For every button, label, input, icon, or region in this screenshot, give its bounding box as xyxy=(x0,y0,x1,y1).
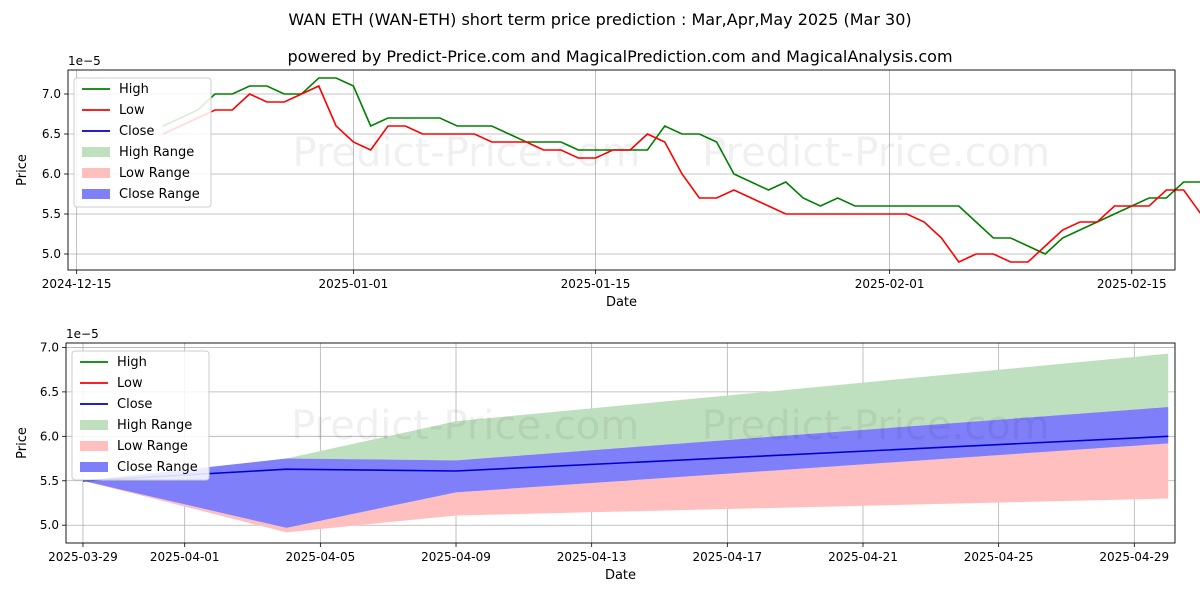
x-tick-label: 2025-04-21 xyxy=(828,550,898,564)
y-tick-label: 5.5 xyxy=(42,207,61,221)
legend-entry: Low Range xyxy=(119,166,190,181)
x-axis-label: Date xyxy=(605,568,636,583)
high-range-band xyxy=(82,353,1169,481)
legend-swatch-patch xyxy=(80,462,108,472)
watermark-text: Predict-Price.com xyxy=(291,403,639,449)
watermark-text: Predict-Price.com xyxy=(293,130,641,176)
legend-entry: High xyxy=(117,355,147,370)
plot-frame xyxy=(65,342,1176,544)
x-tick-label: 2025-04-09 xyxy=(421,550,491,564)
legend-swatch-patch xyxy=(80,441,108,451)
x-axis-label: Date xyxy=(606,295,637,310)
chart-title: WAN ETH (WAN-ETH) short term price predi… xyxy=(288,10,911,29)
legend-entry: Low Range xyxy=(117,439,188,454)
x-tick-label: 2025-04-17 xyxy=(692,550,762,564)
legend-entry: High Range xyxy=(119,145,194,160)
y-tick-label: 6.0 xyxy=(42,167,61,181)
y-tick-label: 6.5 xyxy=(40,385,59,399)
y-tick-label: 6.0 xyxy=(40,429,59,443)
x-tick-label: 2024-12-15 xyxy=(42,277,112,291)
legend-swatch-patch xyxy=(82,168,110,178)
y-scale-label: 1e−5 xyxy=(68,54,101,68)
chart-subtitle: powered by Predict-Price.com and Magical… xyxy=(287,47,952,66)
upper-plot: 2024-12-15 2025-01-01 2025-01-15 2025-02-01… xyxy=(15,54,1200,310)
x-tick-label: 2025-02-15 xyxy=(1097,277,1167,291)
plot-frame xyxy=(67,69,1176,271)
y-tick-label: 7.0 xyxy=(42,87,61,101)
y-axis-label: Price xyxy=(15,154,30,186)
x-tick-label: 2025-01-01 xyxy=(319,277,389,291)
legend-swatch-patch xyxy=(82,147,110,157)
y-scale-label: 1e−5 xyxy=(66,327,99,341)
legend-entry: Close Range xyxy=(117,460,198,475)
y-axis-label: Price xyxy=(15,427,30,459)
legend-entry: High Range xyxy=(117,418,192,433)
x-tick-label: 2025-04-01 xyxy=(150,550,220,564)
x-tick-label: 2025-04-05 xyxy=(285,550,355,564)
x-tick-label: 2025-02-01 xyxy=(855,277,925,291)
close-range-band xyxy=(82,407,1169,528)
legend-entry: Low xyxy=(117,376,143,391)
legend-entry: Low xyxy=(119,103,145,118)
x-tick-label: 2025-04-29 xyxy=(1099,550,1169,564)
legend-entry: High xyxy=(119,82,149,97)
watermark-text: Predict-Price.com xyxy=(702,130,1050,176)
low-series-line xyxy=(162,84,1200,264)
x-tick-label: 2025-04-25 xyxy=(964,550,1034,564)
x-tick-label: 2025-03-29 xyxy=(48,550,118,564)
low-range-band xyxy=(82,443,1169,533)
x-tick-label: 2025-04-13 xyxy=(557,550,627,564)
legend-swatch-patch xyxy=(82,189,110,199)
y-tick-label: 5.0 xyxy=(42,247,61,261)
lower-plot: 2025-03-29 2025-04-01 2025-04-05 2025-04-09… xyxy=(15,327,1176,583)
legend-entry: Close xyxy=(119,124,154,139)
y-tick-label: 7.0 xyxy=(40,340,59,354)
y-tick-label: 5.5 xyxy=(40,474,59,488)
high-series-line xyxy=(162,77,1200,255)
y-tick-label: 5.0 xyxy=(40,518,59,532)
x-tick-label: 2025-01-15 xyxy=(561,277,631,291)
y-tick-label: 6.5 xyxy=(42,127,61,141)
legend-entry: Close xyxy=(117,397,152,412)
legend-swatch-patch xyxy=(80,420,108,430)
watermark-text: Predict-Price.com xyxy=(702,403,1050,449)
legend-entry: Close Range xyxy=(119,187,200,202)
